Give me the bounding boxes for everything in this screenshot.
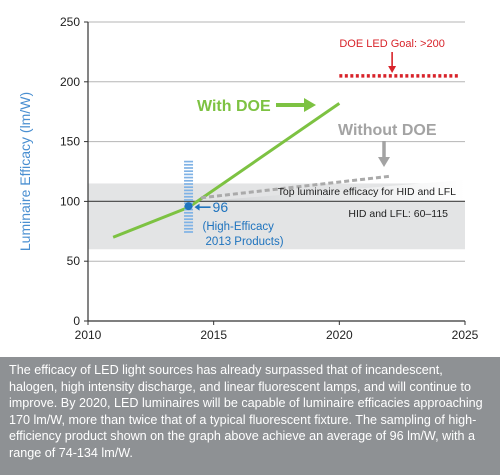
sample-range-stripe xyxy=(184,189,194,192)
y-tick-label-0: 0 xyxy=(73,314,80,328)
y-tick-label-100: 100 xyxy=(60,194,80,208)
sample-desc-line2: 2013 Products) xyxy=(206,236,284,248)
sample-range-stripe xyxy=(184,179,194,182)
sample-range-stripe xyxy=(184,227,194,230)
sample-range-stripe xyxy=(184,160,194,163)
without-doe-label: Without DOE xyxy=(338,122,437,139)
x-tick-label-2010: 2010 xyxy=(75,328,102,342)
sample-range-stripe xyxy=(184,170,194,173)
sample-range-stripe xyxy=(184,176,194,179)
x-tick-label-2020: 2020 xyxy=(326,328,353,342)
caption-panel: The efficacy of LED light sources has al… xyxy=(0,357,500,475)
sample-range-stripe xyxy=(184,192,194,195)
sample-range-stripe xyxy=(184,199,194,201)
sample-range-stripe xyxy=(184,163,194,166)
sample-arrow-head xyxy=(194,203,200,211)
sample-range-stripe xyxy=(184,167,194,169)
goal-label: DOE LED Goal: >200 xyxy=(339,38,444,50)
sample-range-stripe xyxy=(184,231,194,233)
sample-desc-line1: (High-Efficacy xyxy=(203,221,275,233)
sample-mean-dot xyxy=(184,202,193,211)
sample-range-stripe xyxy=(184,186,194,189)
chart-panel: 0 50 100 150 200 250 2010 2015 2020 2025 Luminaire… xyxy=(17,15,479,342)
y-tick-label-50: 50 xyxy=(67,254,81,268)
y-tick-label-250: 250 xyxy=(60,15,80,29)
band-label: HID and LFL: 60–115 xyxy=(348,208,448,220)
sample-value-label: 96 xyxy=(213,199,229,215)
sample-range-stripe xyxy=(184,215,194,217)
without-doe-arrow-head xyxy=(378,157,390,167)
with-doe-arrow-head xyxy=(304,98,316,112)
sample-range-stripe xyxy=(184,195,194,198)
x-tick-label-2015: 2015 xyxy=(200,328,227,342)
top-efficacy-wedge xyxy=(201,179,465,202)
sample-range-stripe xyxy=(184,224,194,227)
top-efficacy-label: Top luminaire efficacy for HID and LFL xyxy=(278,186,457,198)
sample-range-stripe xyxy=(184,183,194,185)
sample-range-stripe xyxy=(184,173,194,176)
sample-range-stripe xyxy=(184,221,194,224)
caption-text: The efficacy of LED light sources has al… xyxy=(9,363,483,460)
sample-range-stripe xyxy=(184,218,194,221)
sample-range-stripe xyxy=(184,211,194,214)
with-doe-label: With DOE xyxy=(197,98,271,115)
y-tick-label-200: 200 xyxy=(60,75,80,89)
luminaire-efficacy-chart: 0 50 100 150 200 250 2010 2015 2020 2025 Luminaire… xyxy=(17,15,479,342)
y-axis-title: Luminaire Efficacy (lm/W) xyxy=(17,92,33,251)
y-tick-label-150: 150 xyxy=(60,135,80,149)
x-tick-label-2025: 2025 xyxy=(452,328,479,342)
goal-arrow-head xyxy=(388,66,397,73)
